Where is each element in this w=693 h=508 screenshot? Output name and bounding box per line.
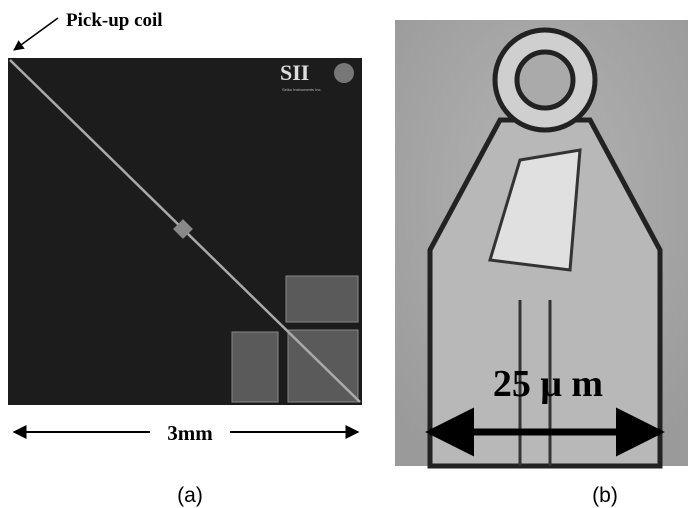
pad bbox=[286, 276, 358, 322]
pointer-arrow bbox=[14, 18, 58, 50]
logo-sub: Seiko Instruments Inc. bbox=[282, 87, 322, 92]
scale-label: 25 μ m bbox=[493, 363, 603, 405]
logo: SII bbox=[280, 60, 309, 85]
pad bbox=[232, 332, 278, 402]
caption: (b) bbox=[592, 484, 618, 507]
probe-hole bbox=[517, 52, 573, 108]
pointer-label: Pick-up coil bbox=[66, 10, 163, 31]
panel-b: 25 μ m (b) bbox=[395, 20, 688, 507]
scale-label: 3mm bbox=[167, 421, 213, 445]
page: {"panel_a": {"pointer_label": "Pick-up c… bbox=[0, 0, 693, 508]
caption: (a) bbox=[177, 484, 203, 507]
figure: Pick-up coil SII Seiko Instruments Inc. … bbox=[0, 0, 693, 508]
logo-mark bbox=[334, 63, 354, 83]
panel-a: Pick-up coil SII Seiko Instruments Inc. … bbox=[8, 10, 362, 507]
